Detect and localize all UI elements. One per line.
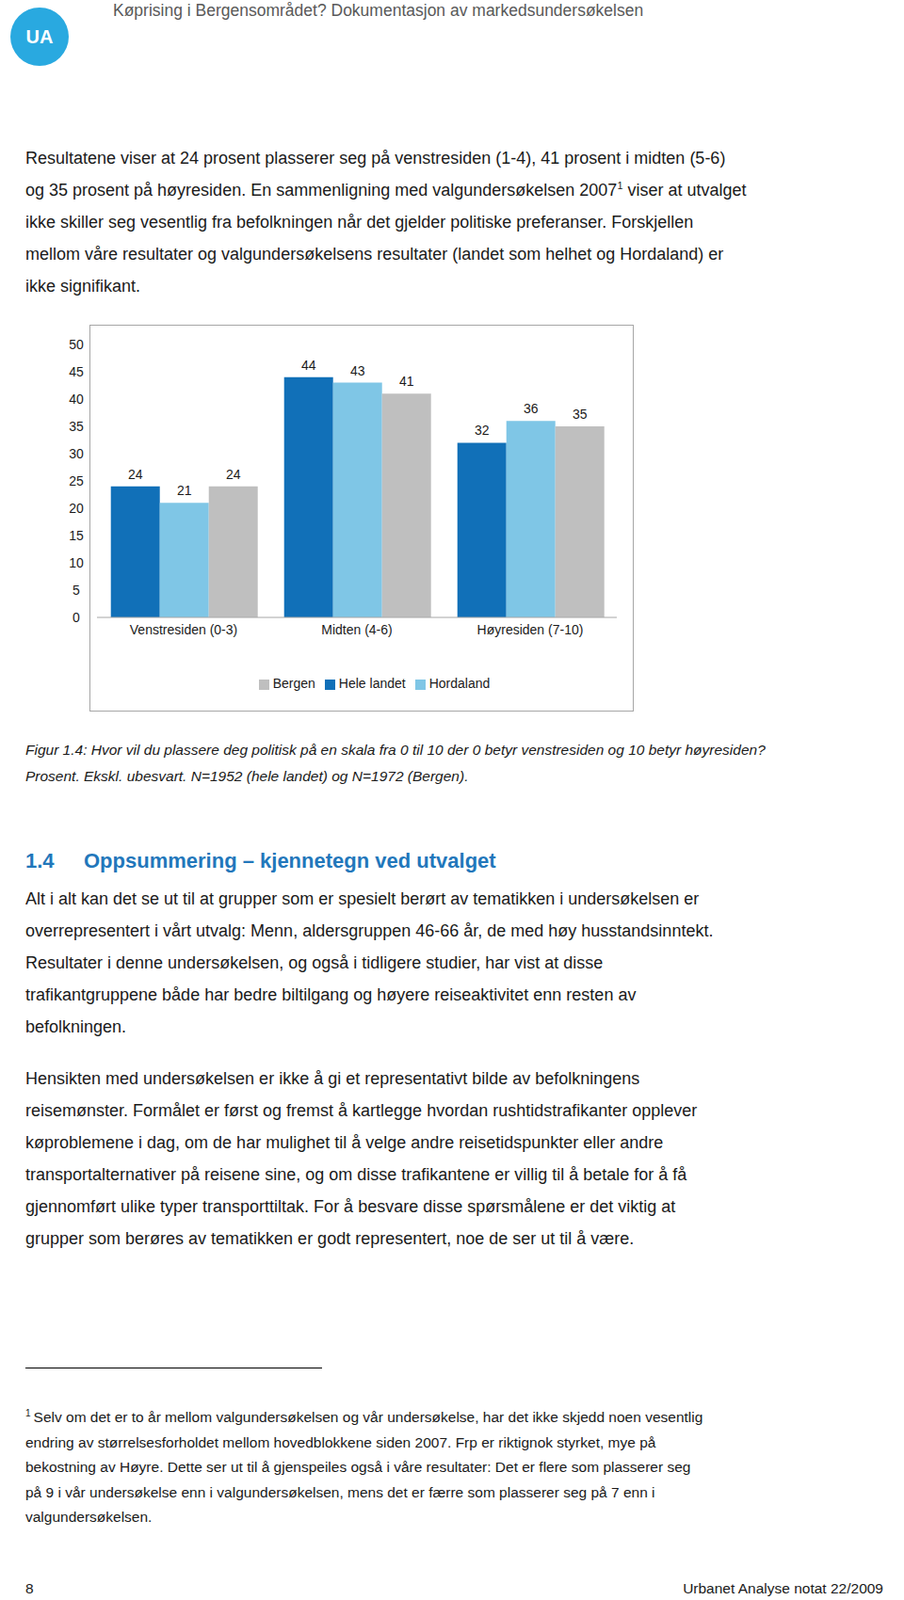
html-text:overrepresentert i vårt utvalg: overrepresentert i vårt utvalg: Menn, al… bbox=[25, 921, 714, 941]
svg-text:10: 10 bbox=[68, 555, 84, 571]
svg-text:20: 20 bbox=[68, 500, 84, 517]
html-text:Resultatene viser at 24 prosen: Resultatene viser at 24 prosent plassere… bbox=[25, 148, 726, 168]
html-text:mellom våre resultater og valg: mellom våre resultater og valgundersøkel… bbox=[25, 244, 724, 264]
svg-text:44: 44 bbox=[301, 357, 317, 373]
svg-text:41: 41 bbox=[399, 373, 415, 389]
html-text:ikke signifikant.: ikke signifikant. bbox=[25, 276, 141, 296]
svg-text:35: 35 bbox=[572, 406, 588, 422]
html-text:bekostning av Høyre. Dette ser: bekostning av Høyre. Dette ser ut til å … bbox=[25, 1459, 691, 1476]
html-text:endring av størrelsesforholdet: endring av størrelsesforholdet mellom ho… bbox=[25, 1434, 656, 1451]
svg-text:43: 43 bbox=[350, 363, 366, 379]
html-text:Oppsummering – kjennetegn ved: Oppsummering – kjennetegn ved utvalget bbox=[83, 849, 496, 873]
svg-text:0: 0 bbox=[72, 610, 81, 626]
svg-text:35: 35 bbox=[68, 419, 84, 435]
html-text:valgundersøkelsen.: valgundersøkelsen. bbox=[25, 1509, 152, 1526]
svg-text:Midten (4-6): Midten (4-6) bbox=[321, 622, 392, 638]
svg-text:30: 30 bbox=[68, 446, 84, 462]
html-text:Hele landet: Hele landet bbox=[338, 676, 406, 692]
html-text:befolkningen.: befolkningen. bbox=[25, 1017, 127, 1037]
html-text:Prosent. Ekskl. ubesvart. N=19: Prosent. Ekskl. ubesvart. N=1952 (hele l… bbox=[25, 768, 469, 785]
html-text:1viser at utvalget: 1viser at utvalget bbox=[617, 179, 747, 200]
html-text:Resultater i denne undersøkels: Resultater i denne undersøkelsen, og ogs… bbox=[25, 953, 603, 973]
html-text:UA: UA bbox=[25, 26, 54, 48]
html-text:grupper som berøres av tematik: grupper som berøres av tematikken er god… bbox=[25, 1229, 635, 1249]
svg-text:50: 50 bbox=[68, 337, 84, 353]
svg-text:25: 25 bbox=[68, 473, 84, 489]
svg-text:5: 5 bbox=[72, 582, 81, 598]
html-text:1Selv om det er to år mellom v: 1Selv om det er to år mellom valgundersø… bbox=[25, 1408, 703, 1426]
html-text:på 9 i vår undersøkelse enn i: på 9 i vår undersøkelse enn i valgunders… bbox=[25, 1484, 656, 1501]
html-text:trafikantgruppene både har bed: trafikantgruppene både har bedre biltilg… bbox=[25, 985, 637, 1005]
svg-text:45: 45 bbox=[68, 364, 84, 380]
html-text:gjennomført ulike typer transp: gjennomført ulike typer transporttiltak.… bbox=[25, 1197, 676, 1217]
html-text:1.4: 1.4 bbox=[25, 849, 55, 873]
svg-text:21: 21 bbox=[177, 483, 193, 499]
svg-text:32: 32 bbox=[474, 422, 490, 438]
html-text:køproblemene i dag, om de har: køproblemene i dag, om de har mulighet t… bbox=[25, 1133, 664, 1153]
html-text:Køprising i Bergensområdet? Do: Køprising i Bergensområdet? Dokumentasjo… bbox=[113, 0, 644, 20]
html-text:Bergen: Bergen bbox=[272, 676, 316, 692]
html-text:Alt i alt kan det se ut til at: Alt i alt kan det se ut til at grupper s… bbox=[25, 889, 699, 909]
svg-text:36: 36 bbox=[523, 401, 539, 417]
html-text:transportalternativer på reise: transportalternativer på reisene sine, o… bbox=[25, 1165, 687, 1185]
html-text:Hensikten med undersøkelsen er: Hensikten med undersøkelsen er ikke å gi… bbox=[25, 1069, 640, 1089]
svg-text:15: 15 bbox=[68, 528, 84, 544]
html-text:Figur 1.4: Hvor vil du plasser: Figur 1.4: Hvor vil du plassere deg poli… bbox=[25, 742, 766, 759]
svg-text:Høyresiden (7-10): Høyresiden (7-10) bbox=[477, 622, 584, 638]
svg-text:Venstresiden (0-3): Venstresiden (0-3) bbox=[129, 622, 238, 638]
svg-text:24: 24 bbox=[226, 467, 242, 483]
svg-text:40: 40 bbox=[68, 391, 84, 407]
html-text:ikke skiller seg vesentlig fra: ikke skiller seg vesentlig fra befolknin… bbox=[25, 212, 694, 232]
html-text:og 35 prosent på høyresiden. E: og 35 prosent på høyresiden. En sammenli… bbox=[25, 180, 618, 200]
html-text:8: 8 bbox=[25, 1581, 34, 1598]
html-text:Urbanet Analyse notat 22/2009: Urbanet Analyse notat 22/2009 bbox=[682, 1581, 884, 1598]
html-text:Hordaland: Hordaland bbox=[429, 676, 490, 692]
html-text:reisemønster. Formålet er førs: reisemønster. Formålet er først og frems… bbox=[25, 1101, 698, 1121]
svg-text:24: 24 bbox=[128, 467, 144, 483]
